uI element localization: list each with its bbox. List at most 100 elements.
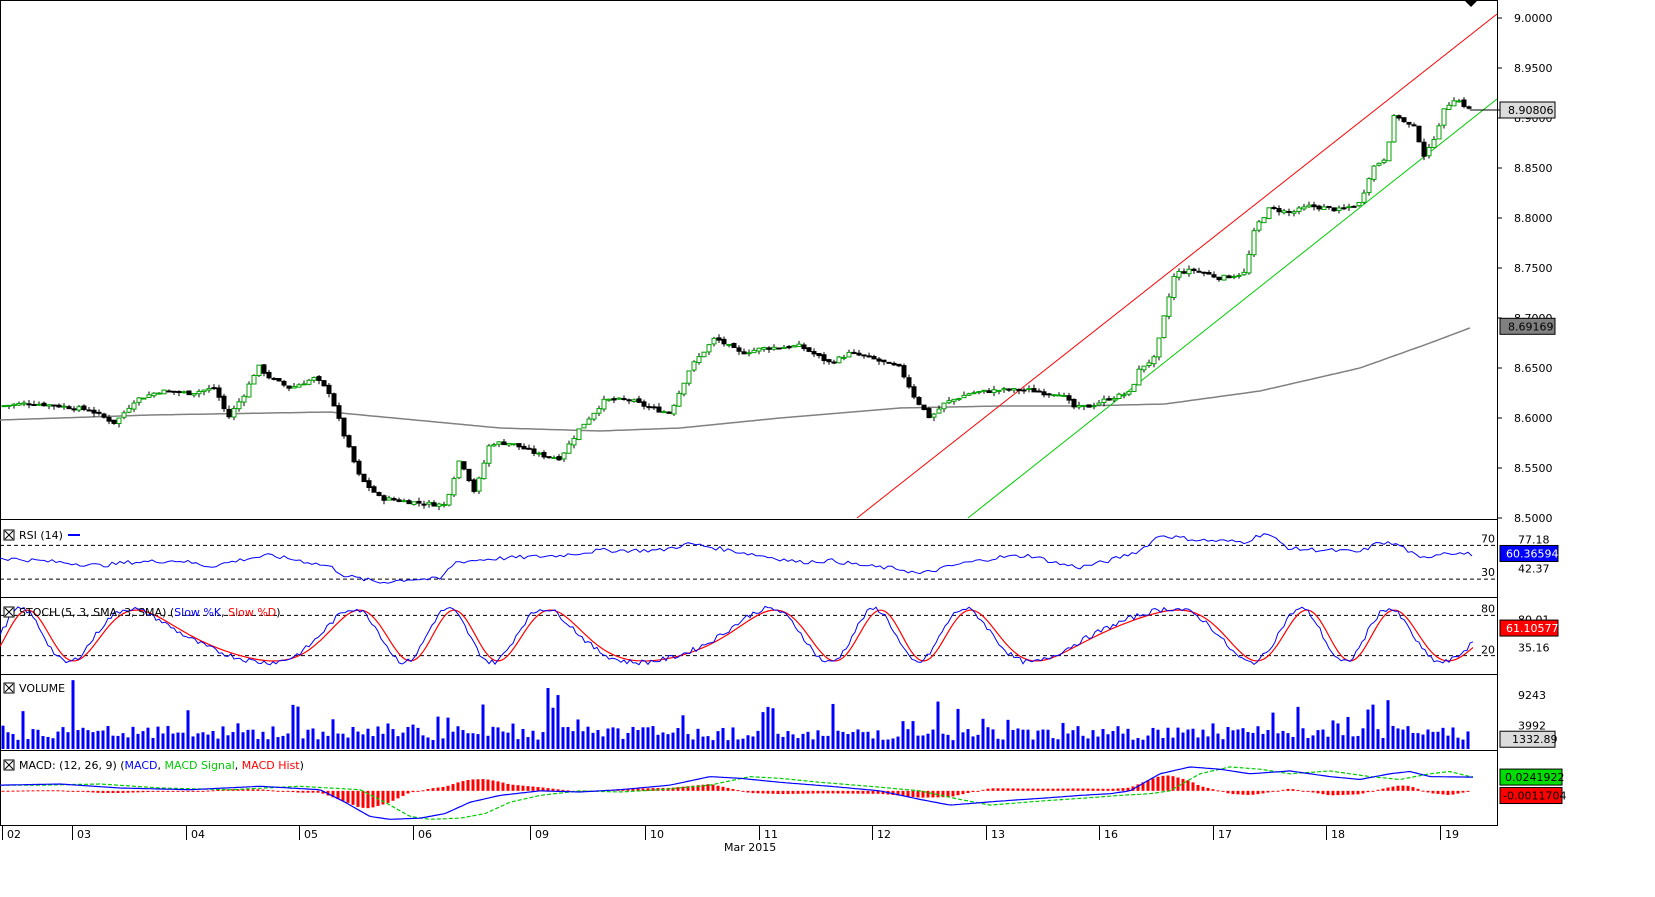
macd-hist-bar	[941, 790, 945, 798]
last-price-tag-text: 8.90806	[1508, 104, 1554, 117]
volume-bar	[681, 715, 685, 749]
volume-bar	[421, 735, 425, 749]
candle-body	[901, 365, 907, 378]
candle-body	[256, 364, 262, 376]
candle-body	[486, 445, 492, 464]
candle	[1106, 395, 1112, 401]
volume-bar	[1026, 729, 1030, 749]
candle-body	[1211, 274, 1217, 278]
last-price-tag-box	[1499, 101, 1556, 119]
candle	[231, 405, 237, 421]
macd-hist-bar	[791, 790, 795, 794]
candle	[831, 359, 837, 365]
volume-bar	[1251, 732, 1255, 749]
macd-hist-bar	[741, 790, 745, 792]
macd-title[interactable]: MACD: (12, 26, 9) (MACD, MACD Signal, MA…	[3, 759, 304, 772]
macd-hist-bar	[276, 790, 280, 792]
candle	[336, 402, 342, 422]
candle-body	[666, 411, 672, 414]
macd-hist-bar	[906, 790, 910, 797]
macd-hist-bar	[311, 790, 315, 793]
candle	[841, 354, 847, 361]
candle-body	[1391, 115, 1397, 143]
candle-body	[51, 404, 57, 407]
candle-body	[796, 343, 802, 348]
candle-body	[386, 497, 392, 501]
volume-bar	[361, 734, 365, 749]
candle-body	[411, 501, 417, 505]
macd-line	[0, 766, 1474, 820]
macd-hist-bar	[1266, 790, 1270, 793]
candle	[1086, 404, 1092, 408]
macd-hist-tag: -0.0011704	[1499, 787, 1566, 805]
candle	[641, 399, 647, 410]
candle	[1311, 201, 1317, 211]
volume-bar	[746, 735, 750, 749]
macd-hist-bar	[806, 790, 810, 794]
candle	[836, 355, 842, 364]
candle-body	[296, 384, 302, 388]
rsi-title[interactable]: RSI (14)	[3, 529, 80, 542]
candle	[1171, 273, 1177, 301]
volume-bar	[946, 734, 950, 749]
candle	[316, 375, 322, 385]
candle-body	[781, 346, 787, 349]
volume-bar	[711, 740, 715, 749]
candle	[796, 340, 802, 348]
candle	[556, 454, 562, 461]
price-tick-label: 9.0000	[1514, 12, 1553, 25]
scroll-marker-icon[interactable]	[1464, 0, 1478, 7]
candle-body	[176, 391, 182, 394]
stoch-title[interactable]: STOCH (5, 3, SMA, 3, SMA) (Slow %K, Slow…	[3, 606, 281, 619]
candle	[101, 412, 107, 419]
volume-bar	[336, 733, 340, 749]
volume-bar	[1146, 735, 1150, 749]
candle	[81, 404, 87, 412]
candle-body	[731, 343, 737, 348]
candle	[1141, 365, 1147, 373]
macd-hist-bar	[346, 790, 350, 803]
volume-bar	[1341, 735, 1345, 749]
rsi-value-tag-box	[1499, 544, 1559, 562]
volume-bar	[1096, 736, 1100, 749]
volume-value-tag-box	[1499, 730, 1556, 748]
candle	[1371, 165, 1377, 182]
volume-title[interactable]: VOLUME	[3, 682, 65, 695]
candle	[156, 392, 162, 395]
macd-hist-bar	[46, 790, 50, 792]
volume-bar	[96, 730, 100, 749]
candle-body	[391, 498, 397, 501]
candle-body	[461, 461, 467, 470]
candle-body	[1326, 205, 1332, 208]
macd-hist-bar	[396, 790, 400, 799]
volume-bar	[281, 735, 285, 749]
rsi-value-tag: 60.36594	[1499, 544, 1559, 562]
stoch-title-d: Slow %D	[228, 606, 276, 619]
candle	[506, 442, 512, 447]
macd-hist-bar	[206, 790, 210, 792]
candle-body	[836, 356, 842, 364]
candle	[931, 413, 937, 422]
macd-hist-bar	[336, 790, 340, 800]
candle	[1016, 388, 1022, 395]
macd-hist-bar	[766, 790, 770, 794]
volume-bar	[331, 719, 335, 749]
x-axis-tick-label: 02	[7, 828, 21, 841]
candle-body	[926, 408, 932, 419]
candle-body	[281, 380, 287, 386]
macd-hist-bar	[676, 787, 680, 791]
volume-bar	[931, 729, 935, 749]
volume-bar	[1396, 728, 1400, 749]
volume-bar	[186, 710, 190, 749]
macd-hist-bar	[31, 790, 35, 792]
volume-bar	[416, 727, 420, 749]
volume-bar	[196, 733, 200, 749]
macd-hist-bar	[151, 790, 155, 792]
macd-hist-bar	[516, 785, 520, 791]
candle-body	[521, 445, 527, 450]
candle-body	[506, 442, 512, 446]
candle	[461, 461, 467, 471]
volume-bar	[1066, 733, 1070, 749]
candle	[821, 352, 827, 365]
volume-bar	[636, 730, 640, 749]
